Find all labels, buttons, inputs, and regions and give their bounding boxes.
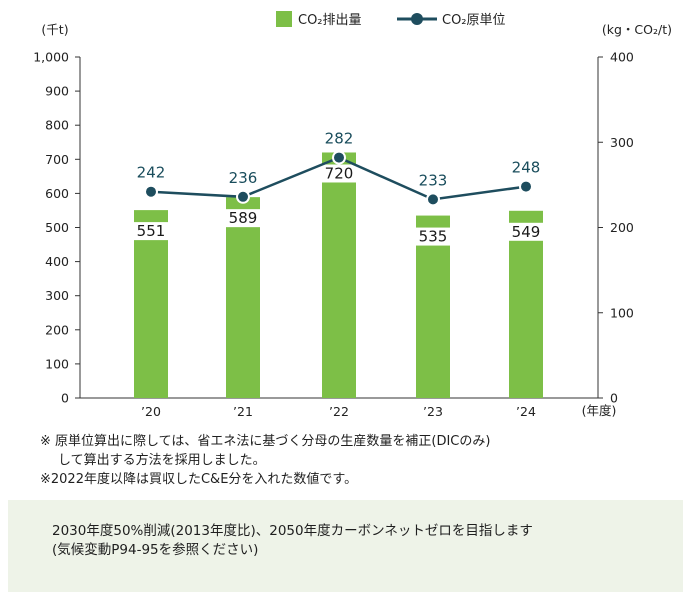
bar-’21: [226, 197, 260, 398]
bar-value-label: 535: [419, 228, 448, 246]
y-right-unit: (kg・CO₂/t): [602, 22, 672, 37]
goal-line-2: (気候変動P94-95を参照ください): [52, 542, 259, 558]
y-left-tick-label: 200: [45, 322, 69, 337]
bar-value-label: 589: [229, 209, 258, 227]
x-axis-unit: (年度): [582, 403, 617, 418]
y-left-tick-label: 800: [45, 118, 69, 133]
intensity-value-label: 282: [325, 130, 354, 148]
bar-’20: [134, 210, 168, 398]
intensity-point: [426, 192, 440, 207]
bar-label-bg: [133, 222, 169, 241]
intensity-value-label: 248: [512, 159, 541, 177]
intensity-point: [332, 150, 346, 165]
legend-bar-swatch: [276, 11, 292, 27]
y-right-tick-label: 400: [610, 50, 634, 65]
bar-value-label: 549: [512, 223, 541, 241]
intensity-value-label: 233: [419, 171, 448, 189]
bar-value-label: 551: [137, 222, 166, 240]
goal-box: 2030年度50%削減(2013年度比)、2050年度カーボンネットゼロを目指し…: [8, 500, 683, 592]
legend-line-label: CO₂原単位: [442, 12, 506, 28]
y-left-tick-label: 900: [45, 84, 69, 99]
x-tick-label: ’21: [233, 404, 253, 419]
y-left-tick-label: 100: [45, 356, 69, 371]
x-tick-label: ’22: [329, 404, 349, 419]
intensity-value-label: 236: [229, 169, 258, 187]
bar-’24: [509, 210, 543, 398]
y-left-tick-label: 300: [45, 288, 69, 303]
bar-label-bg: [508, 222, 544, 241]
bar-value-label: 720: [325, 164, 354, 182]
x-tick-label: ’24: [516, 404, 536, 419]
bar-label-bg: [321, 164, 357, 183]
footnote-2: ※2022年度以降は買収したC&E分を入れた数値です。: [40, 472, 358, 487]
legend-line-marker: [411, 13, 423, 25]
footnotes: ※ 原単位算出に際しては、省エネ法に基づく分母の生産数量を補正(DICのみ) し…: [40, 432, 680, 489]
y-left-tick-label: 500: [45, 220, 69, 235]
footnote-1: ※ 原単位算出に際しては、省エネ法に基づく分母の生産数量を補正(DICのみ): [40, 434, 491, 449]
intensity-value-label: 242: [137, 164, 166, 182]
x-tick-label: ’20: [141, 404, 161, 419]
intensity-point: [144, 184, 158, 199]
footnote-1-continued: して算出する方法を採用しました。: [58, 453, 266, 468]
legend-bar-label: CO₂排出量: [298, 13, 362, 28]
bar-label-bg: [225, 209, 261, 228]
bar-’23: [416, 215, 450, 398]
y-right-tick-label: 300: [610, 135, 634, 150]
y-left-tick-label: 1,000: [33, 50, 69, 65]
y-left-tick-label: 0: [61, 391, 69, 406]
y-right-tick-label: 0: [610, 391, 618, 406]
goal-text: 2030年度50%削減(2013年度比)、2050年度カーボンネットゼロを目指し…: [52, 522, 533, 560]
x-tick-label: ’23: [423, 404, 443, 419]
y-left-tick-label: 700: [45, 152, 69, 167]
goal-line-1: 2030年度50%削減(2013年度比)、2050年度カーボンネットゼロを目指し…: [52, 523, 533, 539]
co2-chart: 0 100 200 300 400 500 600 700 800 900 1,000 0 100 200…: [33, 11, 672, 419]
y-right-tick-label: 100: [610, 305, 634, 320]
intensity-point: [519, 179, 533, 194]
y-left-tick-label: 600: [45, 186, 69, 201]
bar-label-bg: [415, 227, 451, 246]
y-left-unit: (千t): [41, 22, 68, 37]
y-left-tick-label: 400: [45, 254, 69, 269]
y-right-tick-label: 200: [610, 220, 634, 235]
bar-’22: [322, 152, 356, 398]
intensity-point: [236, 189, 250, 204]
